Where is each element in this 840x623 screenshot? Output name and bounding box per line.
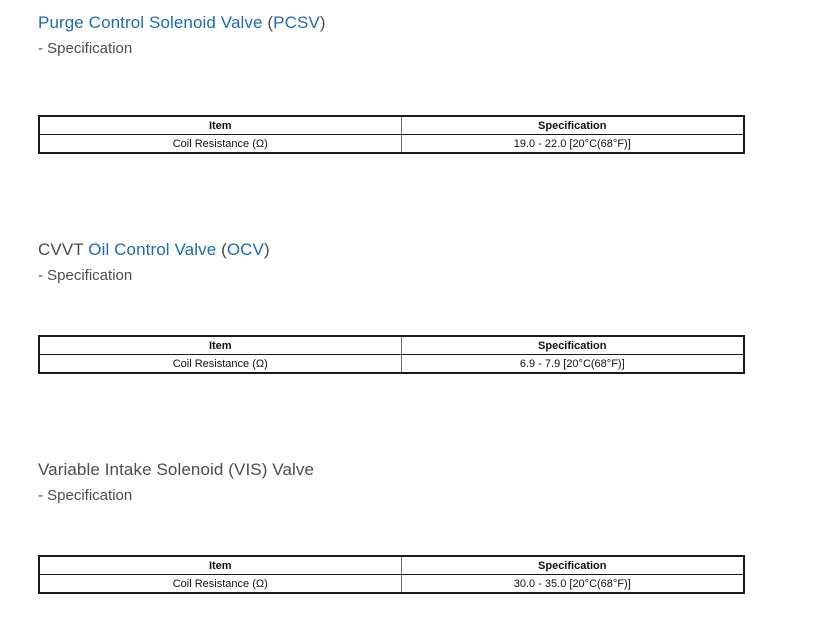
title-text-part: CVVT bbox=[38, 240, 89, 259]
header-cell-specification: Specification bbox=[401, 555, 744, 575]
cell-specification: 30.0 - 35.0 [20°C(68°F)] bbox=[401, 574, 744, 594]
section-subtitle: - Specification bbox=[38, 40, 133, 57]
table-header-row: Item Specification bbox=[39, 555, 744, 575]
header-cell-item: Item bbox=[39, 555, 402, 575]
cell-specification: 6.9 - 7.9 [20°C(68°F)] bbox=[401, 354, 744, 374]
cell-item: Coil Resistance (Ω) bbox=[39, 354, 402, 374]
table-header-row: Item Specification bbox=[39, 115, 744, 135]
header-cell-item: Item bbox=[39, 115, 402, 135]
title-link-part[interactable]: Oil Control Valve bbox=[88, 240, 217, 259]
spec-table-ocv: Item Specification Coil Resistance (Ω) 6… bbox=[38, 335, 745, 374]
section-subtitle: - Specification bbox=[38, 487, 133, 504]
header-cell-specification: Specification bbox=[401, 115, 744, 135]
section-title-vis: Variable Intake Solenoid (VIS) Valve bbox=[38, 457, 798, 483]
section-title-ocv: CVVT Oil Control Valve (OCV) bbox=[38, 237, 798, 263]
cell-item: Coil Resistance (Ω) bbox=[39, 574, 402, 594]
header-cell-item: Item bbox=[39, 335, 402, 355]
section-title-pcsv: Purge Control Solenoid Valve (PCSV) bbox=[38, 10, 798, 36]
header-cell-specification: Specification bbox=[401, 335, 744, 355]
title-link-part[interactable]: PCSV bbox=[273, 13, 320, 32]
title-link-part[interactable]: Purge Control Solenoid Valve bbox=[38, 13, 263, 32]
spec-table-vis: Item Specification Coil Resistance (Ω) 3… bbox=[38, 555, 745, 594]
table-header-row: Item Specification bbox=[39, 335, 744, 355]
section-ocv: CVVT Oil Control Valve (OCV) - Specifica… bbox=[38, 237, 798, 288]
section-vis: Variable Intake Solenoid (VIS) Valve - S… bbox=[38, 457, 798, 508]
title-text-part: ) bbox=[264, 240, 270, 259]
title-text-part: Variable Intake Solenoid (VIS) Valve bbox=[38, 460, 315, 479]
title-text-part: ( bbox=[216, 240, 227, 259]
table-row: Coil Resistance (Ω) 6.9 - 7.9 [20°C(68°F… bbox=[39, 354, 744, 374]
cell-specification: 19.0 - 22.0 [20°C(68°F)] bbox=[401, 134, 744, 154]
cell-item: Coil Resistance (Ω) bbox=[39, 134, 402, 154]
section-subtitle: - Specification bbox=[38, 267, 133, 284]
table-row: Coil Resistance (Ω) 30.0 - 35.0 [20°C(68… bbox=[39, 574, 744, 594]
title-link-part[interactable]: OCV bbox=[226, 240, 264, 259]
section-pcsv: Purge Control Solenoid Valve (PCSV) - Sp… bbox=[38, 10, 798, 61]
title-text-part: ( bbox=[262, 13, 274, 32]
spec-table-pcsv: Item Specification Coil Resistance (Ω) 1… bbox=[38, 115, 745, 154]
table-row: Coil Resistance (Ω) 19.0 - 22.0 [20°C(68… bbox=[39, 134, 744, 154]
title-text-part: ) bbox=[319, 13, 326, 32]
